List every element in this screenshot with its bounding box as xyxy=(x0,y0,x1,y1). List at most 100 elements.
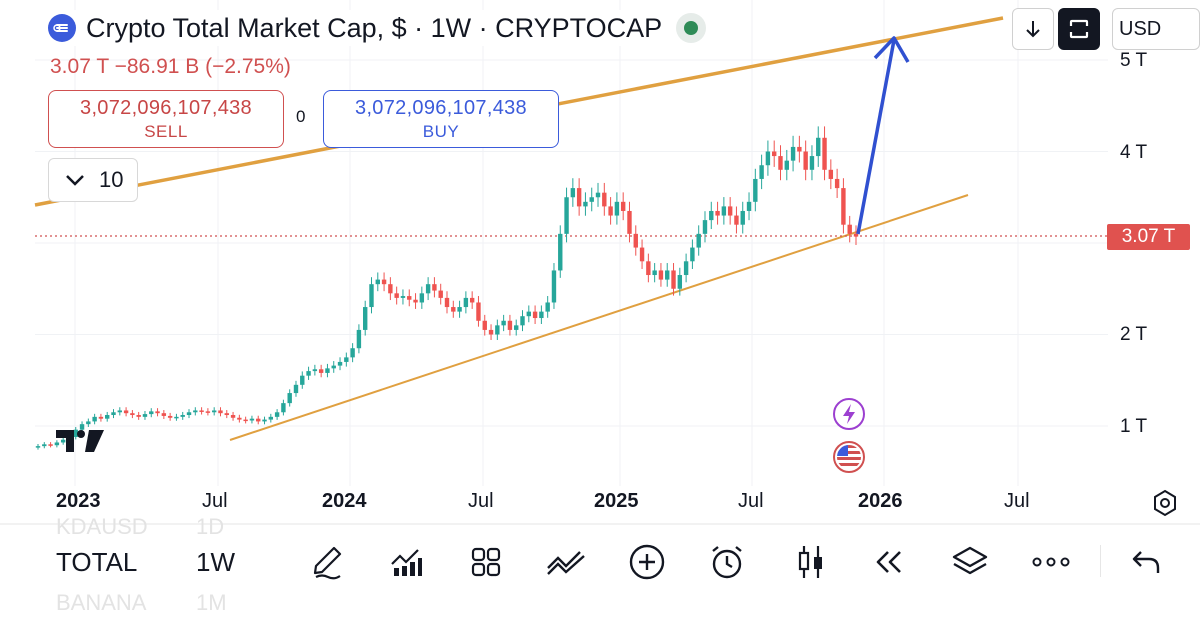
undo-button[interactable] xyxy=(1126,542,1166,582)
candle-body xyxy=(48,444,53,446)
more-dots-icon xyxy=(1032,557,1070,567)
candle-body xyxy=(520,316,525,326)
candle-body xyxy=(583,201,588,207)
candle-body xyxy=(105,415,110,419)
currency-select[interactable]: USD xyxy=(1112,8,1200,50)
us-flag-event-icon[interactable] xyxy=(832,440,865,473)
candle-body xyxy=(237,417,242,420)
x-tick-2023: 2023 xyxy=(56,490,101,512)
chart-type-button[interactable] xyxy=(791,542,831,582)
candle-body xyxy=(35,446,41,448)
fullscreen-button[interactable] xyxy=(1058,8,1100,50)
y-tick-4: 4 T xyxy=(1120,142,1148,163)
drawing-tool-button[interactable] xyxy=(306,542,346,582)
tradingview-logo xyxy=(56,428,108,459)
candle-body xyxy=(117,410,122,413)
fullscreen-icon xyxy=(1069,19,1089,39)
y-tick-5: 5 T xyxy=(1120,50,1148,71)
candle-body xyxy=(73,429,78,437)
replay-button[interactable] xyxy=(869,542,909,582)
candle-body xyxy=(136,415,141,417)
candle-body xyxy=(589,197,594,202)
candle-body xyxy=(425,284,431,294)
chart-settings-button[interactable] xyxy=(1150,488,1180,523)
layers-button[interactable] xyxy=(950,542,990,582)
layouts-button[interactable] xyxy=(466,542,506,582)
download-button[interactable] xyxy=(1012,8,1054,50)
hexagon-settings-icon xyxy=(1154,489,1176,517)
candle-body xyxy=(652,270,657,276)
candle-body xyxy=(363,307,368,330)
y-tick-1: 1 T xyxy=(1120,416,1148,437)
candle-body xyxy=(545,302,550,312)
indicators-button[interactable] xyxy=(386,542,426,582)
candle-body xyxy=(149,411,154,415)
candle-body xyxy=(727,206,733,216)
candle-body xyxy=(778,156,783,170)
sell-button[interactable]: 3,072,096,107,438 SELL xyxy=(48,90,284,148)
candle-body xyxy=(646,261,651,276)
candle-body xyxy=(847,224,852,234)
candle-body xyxy=(797,146,802,152)
candle-body xyxy=(469,297,475,303)
interval-selector[interactable]: 1W xyxy=(196,547,235,577)
candle-body xyxy=(539,311,544,319)
candle-body xyxy=(92,416,97,422)
candle-body xyxy=(614,201,620,216)
more-button[interactable] xyxy=(1031,542,1071,582)
bottom-toolbar xyxy=(0,527,1200,597)
candle-body xyxy=(381,279,387,285)
candles-icon xyxy=(798,546,822,578)
candle-body xyxy=(834,178,840,189)
candle-body xyxy=(54,442,60,446)
alarm-clock-icon xyxy=(712,546,742,579)
candle-body xyxy=(746,201,752,211)
candle-body xyxy=(816,137,821,157)
candle-body xyxy=(318,369,324,373)
last-price-tag: 3.07 T xyxy=(1107,224,1190,250)
candle-body xyxy=(790,146,796,161)
candle-body xyxy=(331,365,336,369)
candle-body xyxy=(262,419,267,422)
candle-body xyxy=(507,320,513,330)
candle-body xyxy=(155,411,160,414)
candle-body xyxy=(344,357,349,362)
quantity-dropdown[interactable]: 10 xyxy=(48,158,138,202)
pen-icon xyxy=(313,546,342,580)
x-tick-jul-2026: Jul xyxy=(1004,490,1030,512)
candle-body xyxy=(111,412,116,416)
candle-body xyxy=(419,293,425,303)
candle-body xyxy=(444,297,450,308)
candle-body xyxy=(413,299,418,303)
symbol-selector[interactable]: TOTAL xyxy=(56,547,138,577)
market-status-icon[interactable] xyxy=(676,13,707,43)
add-button[interactable] xyxy=(627,542,667,582)
candle-body xyxy=(142,414,148,417)
candle-body xyxy=(740,210,745,225)
symbol-picker-below[interactable]: BANANA 1M xyxy=(56,590,227,615)
candle-body xyxy=(853,233,859,237)
undo-icon xyxy=(1132,551,1160,573)
candle-body xyxy=(772,151,777,157)
compare-button[interactable] xyxy=(546,542,586,582)
spread-value: 0 xyxy=(296,107,306,126)
candle-body xyxy=(526,311,531,317)
y-tick-2: 2 T xyxy=(1120,324,1148,345)
candle-body xyxy=(709,210,714,221)
candle-body xyxy=(690,247,695,262)
candle-body xyxy=(759,165,764,179)
candle-body xyxy=(595,192,601,198)
candle-body xyxy=(576,188,582,207)
candle-body xyxy=(369,284,374,308)
candle-body xyxy=(658,270,664,280)
candle-body xyxy=(665,270,670,280)
buy-button[interactable]: 3,072,096,107,438 BUY xyxy=(323,90,559,148)
symbol-picker-above[interactable]: KDAUSD 1D xyxy=(56,514,225,539)
lightning-event-icon[interactable] xyxy=(832,397,865,430)
candle-body xyxy=(734,215,739,225)
projection-arrowhead xyxy=(873,36,910,63)
candle-body xyxy=(677,275,683,289)
candle-body xyxy=(287,393,292,404)
alert-button[interactable] xyxy=(707,542,747,582)
candle-body xyxy=(432,284,437,291)
